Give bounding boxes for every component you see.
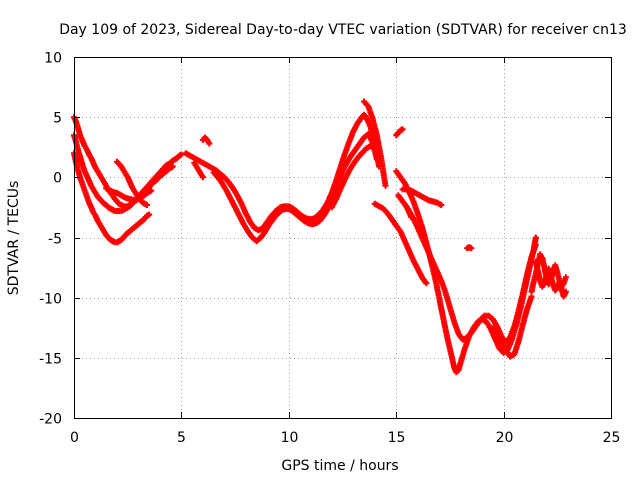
data-point <box>532 234 539 241</box>
data-point <box>148 187 155 194</box>
plot-frame <box>74 57 612 419</box>
data-point <box>169 163 176 170</box>
data-point <box>468 245 475 252</box>
data-point <box>206 140 213 147</box>
data-point <box>178 151 185 158</box>
y-tick-label: 10 <box>44 51 62 67</box>
data-point <box>144 202 150 208</box>
x-tick-label: 15 <box>388 430 406 446</box>
series-track-h <box>328 143 376 211</box>
y-tick-label: -10 <box>39 292 62 308</box>
y-axis-label: SDTVAR / TECUs <box>6 181 22 296</box>
x-tick-label: 20 <box>496 430 514 446</box>
x-axis-label: GPS time / hours <box>281 458 398 474</box>
data-point <box>532 241 539 248</box>
series-track-m <box>399 186 445 208</box>
y-tick-label: 0 <box>53 171 62 187</box>
series-track-k <box>395 192 539 346</box>
data-point <box>438 202 445 208</box>
series-track-g <box>210 131 380 245</box>
data-point <box>408 214 415 220</box>
series-track-r <box>199 134 213 147</box>
x-tick-labels: 0 5 10 15 20 25 <box>70 430 620 446</box>
series-track-u <box>403 204 415 220</box>
data-point <box>399 126 406 133</box>
data-point <box>562 274 569 281</box>
series-track-i <box>361 98 389 189</box>
y-tick-labels: -20 -15 -10 -5 0 5 10 <box>39 51 62 428</box>
y-tick-label: -15 <box>39 352 62 368</box>
series-track-t <box>464 244 475 252</box>
series-track-q <box>393 126 406 139</box>
series-track-s <box>191 159 206 181</box>
y-tick-label: -5 <box>48 232 62 248</box>
x-tick-label: 0 <box>70 430 79 446</box>
y-tick-label: -20 <box>39 412 62 428</box>
data-points <box>71 98 569 376</box>
data-point <box>423 280 430 287</box>
data-point <box>146 211 153 218</box>
data-point <box>562 288 569 295</box>
series-track-l <box>371 200 430 287</box>
x-tick-label: 5 <box>177 430 186 446</box>
x-tick-label: 25 <box>603 430 621 446</box>
series-track-p <box>532 258 569 300</box>
data-point <box>369 144 376 151</box>
data-point <box>382 182 389 189</box>
chart-title: Day 109 of 2023, Sidereal Day-to-day VTE… <box>59 22 627 38</box>
x-tick-label: 10 <box>281 430 299 446</box>
data-point <box>199 174 206 181</box>
series-track-e <box>114 158 150 208</box>
y-tick-label: 5 <box>53 111 62 127</box>
series-track-n <box>489 293 535 360</box>
